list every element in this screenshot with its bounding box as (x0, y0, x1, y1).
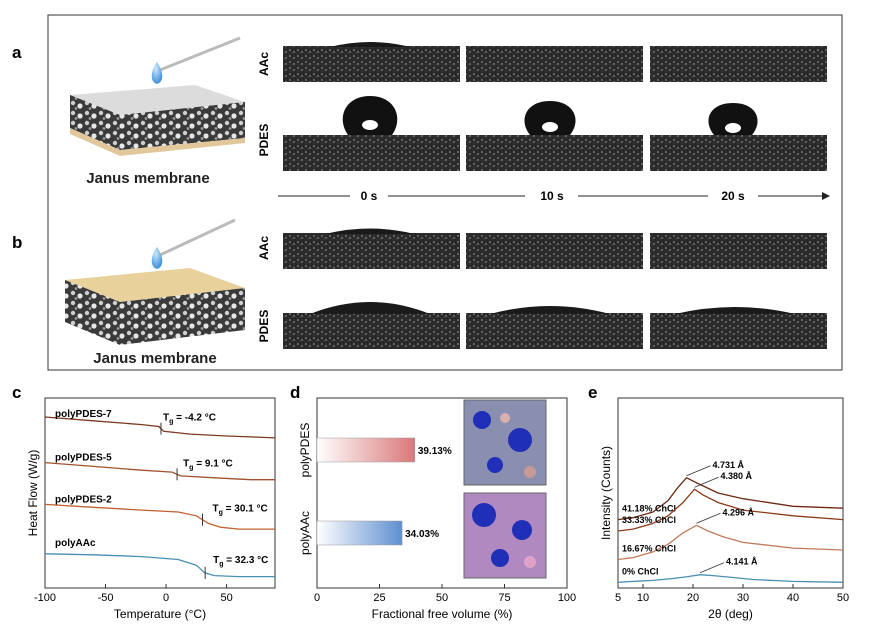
x-axis-label: 2θ (deg) (708, 607, 753, 621)
water-drop-icon (151, 62, 163, 84)
dsc-series-line (44, 416, 276, 439)
row-label-b-aac: AAc (257, 236, 271, 260)
ffv-bar (316, 437, 416, 463)
row-label-a-pdes: PDES (257, 124, 271, 157)
series-label: polyPDES-2 (55, 495, 112, 506)
x-tick-label: 50 (220, 592, 232, 604)
x-tick-label: 10 (637, 592, 649, 604)
panel-d-letter: d (290, 383, 300, 402)
panel-a-caption: Janus membrane (86, 170, 209, 187)
ffv-bar (316, 520, 403, 546)
bar-value-label: 34.03% (405, 529, 439, 540)
xrd-series-line (617, 574, 844, 583)
series-label: 33.33% ChCl (622, 515, 676, 525)
x-tick-label: 0 (314, 592, 320, 604)
panel-b-letter: b (12, 233, 22, 252)
time-label-10: 10 s (540, 189, 564, 203)
peak-leader (686, 465, 711, 477)
contact-angle-images (283, 42, 827, 349)
chart-xrd: 5 10 20 30 40 50 2θ (deg) Intensity (Counts) 41.… (599, 397, 849, 621)
panel-c-letter: c (12, 383, 21, 402)
tg-label: Tg = 32.3 °C (213, 555, 268, 568)
peak-label: 4.141 Å (726, 557, 758, 567)
panel-a-letter: a (12, 43, 22, 62)
peak-label: 4.731 Å (713, 460, 745, 470)
x-tick-label: 25 (373, 592, 385, 604)
time-label-20: 20 s (721, 189, 745, 203)
y-axis-label: Heat Flow (W/g) (26, 450, 40, 537)
membrane-illustration-b (65, 218, 245, 345)
peak-label: 4.380 Å (721, 471, 753, 481)
series-label: polyAAc (55, 538, 96, 549)
dsc-series-line (44, 503, 275, 530)
xrd-series-line (617, 488, 844, 532)
x-tick-label: 50 (436, 592, 448, 604)
dsc-series-line (44, 461, 275, 481)
x-tick-label: -50 (98, 592, 114, 604)
x-tick-label: 100 (558, 592, 576, 604)
x-tick-label: 40 (787, 592, 799, 604)
series-label: polyPDES-5 (55, 453, 112, 464)
xrd-series-line (617, 524, 844, 561)
peak-leader (694, 476, 719, 488)
series-label: 0% ChCl (622, 566, 659, 576)
category-label: polyAAc (298, 511, 312, 555)
md-simulation-boxes (463, 399, 547, 579)
peak-leader (699, 562, 725, 574)
tg-label: Tg = -4.2 °C (163, 413, 216, 426)
panel-b-caption: Janus membrane (93, 350, 216, 367)
top-panel-border (47, 14, 843, 371)
x-tick-label: 75 (498, 592, 510, 604)
time-label-0: 0 s (361, 189, 378, 203)
x-tick-label: 30 (737, 592, 749, 604)
peak-leader (696, 512, 721, 524)
x-axis-label: Temperature (°C) (114, 607, 206, 621)
panel-e-letter: e (588, 383, 597, 402)
series-label: 16.67% ChCl (622, 544, 676, 554)
y-axis-label: Intensity (Counts) (599, 446, 613, 540)
x-axis-label: Fractional free volume (%) (372, 607, 513, 621)
bar-value-label: 39.13% (418, 446, 452, 457)
plot-frame (44, 397, 276, 589)
membrane-illustration-a (70, 36, 245, 156)
water-drop-icon (151, 247, 163, 269)
series-label: polyPDES-7 (55, 409, 112, 420)
row-label-b-pdes: PDES (257, 310, 271, 343)
x-tick-label: 5 (615, 592, 621, 604)
x-tick-label: 20 (687, 592, 699, 604)
series-label: 41.18% ChCl (622, 504, 676, 514)
time-axis (278, 192, 830, 200)
arrow-right-icon (822, 192, 830, 200)
x-tick-label: 50 (837, 592, 849, 604)
tg-label: Tg = 30.1 °C (212, 504, 267, 517)
x-tick-label: -100 (34, 592, 56, 604)
category-label: polyPDES (298, 423, 312, 478)
tg-label: Tg = 9.1 °C (183, 458, 233, 471)
peak-label: 4.296 Å (723, 507, 755, 517)
x-tick-label: 0 (163, 592, 169, 604)
row-label-a-aac: AAc (257, 52, 271, 76)
chart-dsc: -100 -50 0 50 Temperature (°C) Heat Flow (W/g… (26, 397, 276, 621)
dsc-series-line (44, 553, 275, 578)
xrd-series-line (617, 476, 844, 521)
chart-ffv: 0 25 50 75 100 Fractional free volume (%) 39.1… (298, 397, 576, 621)
plot-frame (617, 397, 844, 589)
